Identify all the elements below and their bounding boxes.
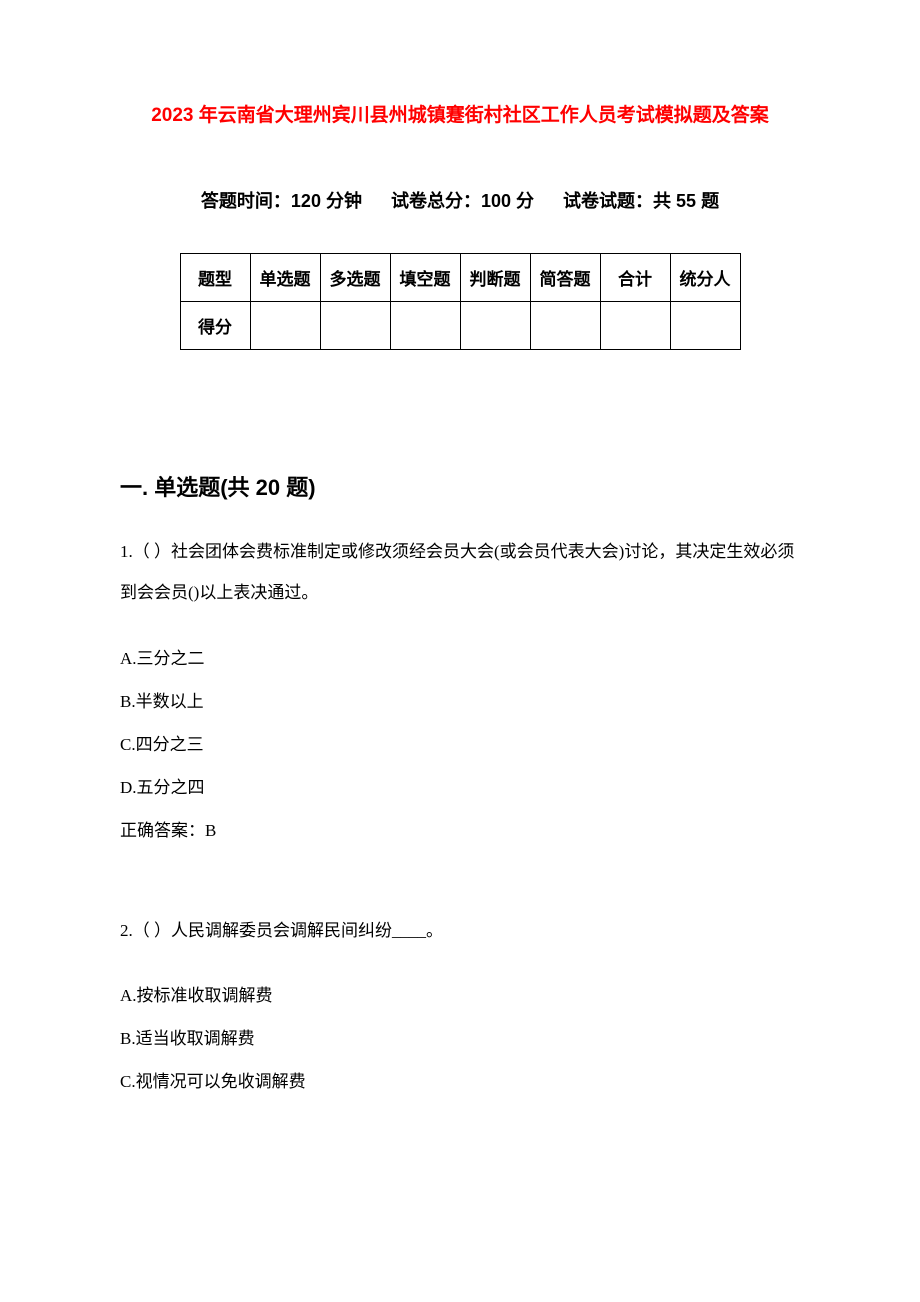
question-text: 1.（ ）社会团体会费标准制定或修改须经会员大会(或会员代表大会)讨论，其决定生… bbox=[120, 532, 800, 614]
table-empty-cell bbox=[250, 302, 320, 350]
exam-question-count: 试卷试题：共 55 题 bbox=[563, 191, 719, 211]
question-block: 1.（ ）社会团体会费标准制定或修改须经会员大会(或会员代表大会)讨论，其决定生… bbox=[120, 532, 800, 841]
question-block: 2.（ ）人民调解委员会调解民间纠纷____。 A.按标准收取调解费 B.适当收… bbox=[120, 911, 800, 1093]
table-header-cell: 单选题 bbox=[250, 254, 320, 302]
document-title: 2023 年云南省大理州宾川县州城镇蹇街村社区工作人员考试模拟题及答案 bbox=[120, 100, 800, 127]
table-header-cell: 简答题 bbox=[530, 254, 600, 302]
section-heading: 一. 单选题(共 20 题) bbox=[120, 470, 800, 502]
table-empty-cell bbox=[460, 302, 530, 350]
question-text: 2.（ ）人民调解委员会调解民间纠纷____。 bbox=[120, 911, 800, 952]
table-empty-cell bbox=[600, 302, 670, 350]
table-header-cell: 合计 bbox=[600, 254, 670, 302]
table-header-cell: 判断题 bbox=[460, 254, 530, 302]
table-empty-cell bbox=[390, 302, 460, 350]
table-header-cell: 多选题 bbox=[320, 254, 390, 302]
question-option: C.视情况可以免收调解费 bbox=[120, 1067, 800, 1092]
table-empty-cell bbox=[320, 302, 390, 350]
exam-total-score: 试卷总分：100 分 bbox=[391, 191, 534, 211]
score-table: 题型 单选题 多选题 填空题 判断题 简答题 合计 统分人 得分 bbox=[180, 253, 741, 350]
table-header-cell: 统分人 bbox=[670, 254, 740, 302]
exam-info-bar: 答题时间：120 分钟 试卷总分：100 分 试卷试题：共 55 题 bbox=[120, 187, 800, 213]
table-header-cell: 题型 bbox=[180, 254, 250, 302]
question-option: B.半数以上 bbox=[120, 687, 800, 712]
table-row-label: 得分 bbox=[180, 302, 250, 350]
table-empty-cell bbox=[670, 302, 740, 350]
question-option: A.按标准收取调解费 bbox=[120, 981, 800, 1006]
table-header-row: 题型 单选题 多选题 填空题 判断题 简答题 合计 统分人 bbox=[180, 254, 740, 302]
question-option: C.四分之三 bbox=[120, 730, 800, 755]
exam-time: 答题时间：120 分钟 bbox=[201, 191, 362, 211]
question-option: B.适当收取调解费 bbox=[120, 1024, 800, 1049]
table-header-cell: 填空题 bbox=[390, 254, 460, 302]
question-option: A.三分之二 bbox=[120, 644, 800, 669]
table-empty-cell bbox=[530, 302, 600, 350]
table-score-row: 得分 bbox=[180, 302, 740, 350]
question-answer: 正确答案：B bbox=[120, 816, 800, 841]
question-option: D.五分之四 bbox=[120, 773, 800, 798]
